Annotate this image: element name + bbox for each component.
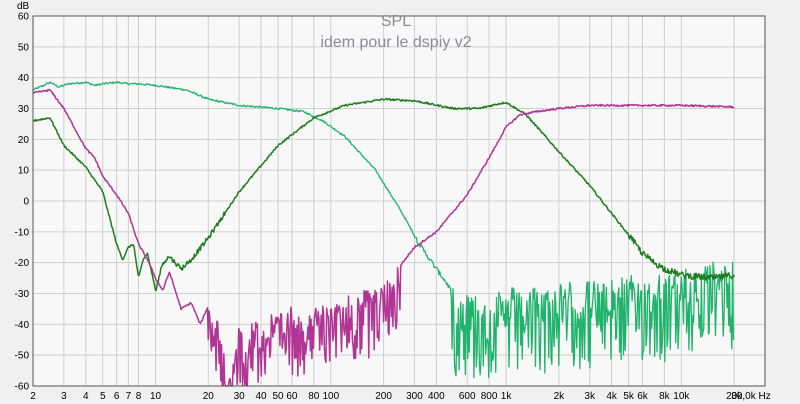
series-line <box>32 88 735 387</box>
y-tick-label: -30 <box>15 289 30 300</box>
x-tick-label: 2 <box>30 391 36 402</box>
x-tick-label: 8k <box>659 391 671 402</box>
chart-title: SPL <box>381 13 411 30</box>
y-tick-label: -60 <box>15 382 30 393</box>
y-tick-label: 0 <box>23 197 29 208</box>
x-tick-label: 300 <box>406 391 423 402</box>
y-tick-label: -40 <box>15 320 30 331</box>
y-tick-label: 60 <box>18 12 30 23</box>
x-tick-label: 4 <box>83 391 89 402</box>
x-tick-label: 2k <box>554 391 566 402</box>
x-tick-label: 6 <box>114 391 120 402</box>
x-tick-label: 80 <box>308 391 320 402</box>
chart-subtitle: idem pour le dspiy v2 <box>320 34 471 51</box>
x-tick-label: 20k <box>726 391 743 402</box>
x-tick-label: 3 <box>61 391 67 402</box>
x-tick-label: 6k <box>637 391 649 402</box>
x-tick-label: 1k <box>501 391 513 402</box>
x-tick-label: 600 <box>459 391 476 402</box>
x-tick-label: 20 <box>203 391 215 402</box>
series-line <box>32 81 735 379</box>
x-tick-label: 5k <box>623 391 635 402</box>
plot-frame <box>32 15 766 387</box>
y-tick-label: 40 <box>18 73 30 84</box>
y-tick-labels: 60 50 40 30 20 10 0 -10 -20 -30 -40 -50 -60 <box>15 12 30 393</box>
x-tick-label: 50 <box>272 391 284 402</box>
x-tick-label: 10k <box>673 391 690 402</box>
x-tick-label: 30 <box>234 391 246 402</box>
x-tick-label: 100 <box>322 391 339 402</box>
x-tick-label: 7 <box>126 391 132 402</box>
x-tick-label: 3k <box>584 391 596 402</box>
x-tick-label: 40 <box>255 391 267 402</box>
x-tick-label: 400 <box>428 391 445 402</box>
x-tick-label: 5 <box>100 391 106 402</box>
x-tick-labels: 2 3 4 5 6 7 8 10 20 30 40 50 60 80 100 200 300 400 600 800 1… <box>30 391 771 402</box>
y-tick-label: -20 <box>15 258 30 269</box>
x-tick-label: 800 <box>481 391 498 402</box>
x-tick-label: 200 <box>375 391 392 402</box>
x-tick-label: 4k <box>606 391 618 402</box>
x-tick-label: 30,0k Hz <box>731 391 770 402</box>
y-tick-label: 50 <box>18 42 30 53</box>
y-tick-label: -50 <box>15 351 30 362</box>
y-tick-label: 30 <box>18 104 30 115</box>
x-tick-label: 60 <box>286 391 298 402</box>
y-tick-label: 10 <box>18 166 30 177</box>
y-axis-label: dB <box>17 1 30 12</box>
x-tick-label: 10 <box>150 391 162 402</box>
y-tick-label: 20 <box>18 135 30 146</box>
series-lines <box>32 81 735 387</box>
x-tick-label: 8 <box>136 391 142 402</box>
y-tick-label: -10 <box>15 227 30 238</box>
